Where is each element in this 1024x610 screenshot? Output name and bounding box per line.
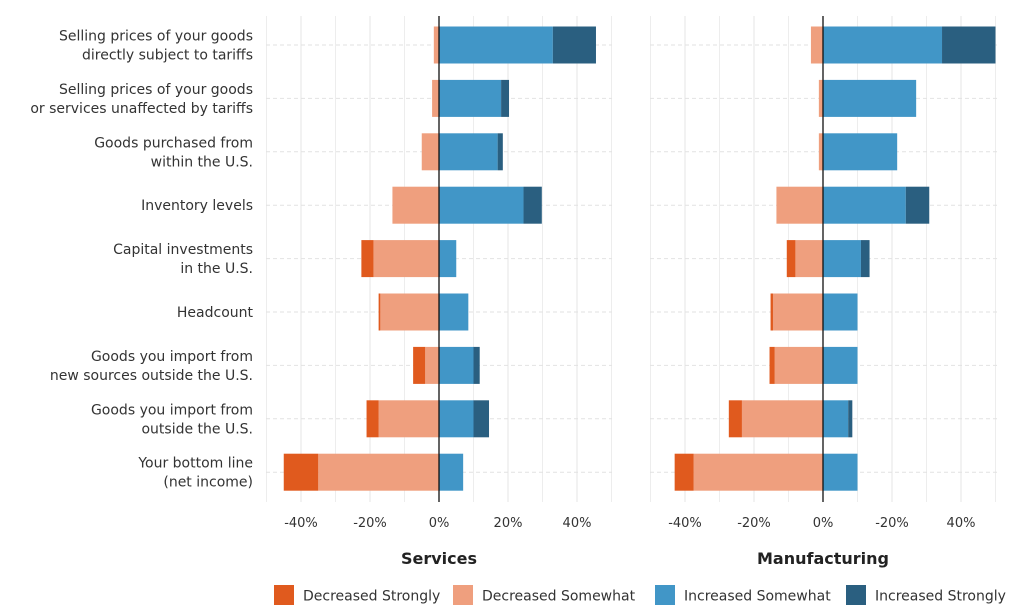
bar-increased-somewhat xyxy=(439,133,498,171)
bar-decreased-somewhat xyxy=(425,346,439,384)
category-label: within the U.S. xyxy=(151,154,253,170)
category-label: in the U.S. xyxy=(180,261,253,277)
category-label: Inventory levels xyxy=(141,198,253,214)
category-label: Selling prices of your goods xyxy=(59,82,253,98)
x-tick-label: -40% xyxy=(668,516,702,531)
category-label: (net income) xyxy=(163,475,253,491)
bar-decreased-somewhat xyxy=(421,133,439,171)
bar-decreased-somewhat xyxy=(795,240,823,278)
bar-increased-somewhat xyxy=(439,293,469,331)
bar-increased-strongly xyxy=(473,346,480,384)
bar-increased-somewhat xyxy=(823,79,917,117)
legend-swatch xyxy=(453,585,473,605)
bar-increased-strongly xyxy=(848,400,853,438)
category-label: Your bottom line xyxy=(137,456,253,472)
bar-increased-somewhat xyxy=(823,293,858,331)
bar-decreased-strongly xyxy=(378,293,381,331)
category-label: Goods purchased from xyxy=(94,135,253,151)
bar-decreased-somewhat xyxy=(432,79,439,117)
x-tick-label: -40% xyxy=(284,516,318,531)
bar-increased-strongly xyxy=(523,186,542,224)
panel-title: Manufacturing xyxy=(757,549,889,568)
legend-swatch xyxy=(274,585,294,605)
legend-swatch xyxy=(655,585,675,605)
bar-increased-somewhat xyxy=(439,453,464,491)
bar-decreased-somewhat xyxy=(776,186,823,224)
category-label: outside the U.S. xyxy=(141,421,253,437)
legend: Decreased Strongly Decreased Somewhat Incr… xyxy=(274,585,1006,605)
category-label: new sources outside the U.S. xyxy=(50,368,253,384)
bar-decreased-somewhat xyxy=(693,453,823,491)
x-tick-label: -20% xyxy=(875,516,909,531)
x-tick-label: -20% xyxy=(353,516,387,531)
x-tick-label: -20% xyxy=(737,516,771,531)
bar-increased-somewhat xyxy=(439,186,524,224)
x-tick-label: 0% xyxy=(429,516,450,531)
legend-label: Increased Somewhat xyxy=(684,589,831,605)
bar-decreased-somewhat xyxy=(318,453,439,491)
bar-increased-somewhat xyxy=(823,453,858,491)
legend-swatch xyxy=(846,585,866,605)
bar-decreased-strongly xyxy=(674,453,694,491)
bar-increased-strongly xyxy=(905,186,930,224)
bar-increased-somewhat xyxy=(823,346,858,384)
x-tick-label: 40% xyxy=(947,516,976,531)
bar-decreased-strongly xyxy=(366,400,379,438)
bar-increased-somewhat xyxy=(439,240,457,278)
bar-decreased-strongly xyxy=(413,346,426,384)
bar-decreased-strongly xyxy=(769,346,775,384)
legend-label: Decreased Strongly xyxy=(303,589,440,605)
bar-increased-strongly xyxy=(860,240,870,278)
bar-decreased-somewhat xyxy=(818,133,823,171)
bar-decreased-somewhat xyxy=(392,186,439,224)
category-label: Selling prices of your goods xyxy=(59,29,253,45)
bar-decreased-somewhat xyxy=(774,346,823,384)
bar-increased-strongly xyxy=(473,400,490,438)
bar-increased-strongly xyxy=(497,133,503,171)
bar-increased-strongly xyxy=(942,26,996,64)
category-label: directly subject to tariffs xyxy=(82,48,253,64)
legend-label: Decreased Somewhat xyxy=(482,589,636,605)
manufacturing-panel: -40% -20% 0% -20% 40% Manufacturing xyxy=(650,16,997,568)
bar-decreased-somewhat xyxy=(818,79,823,117)
bar-decreased-somewhat xyxy=(741,400,823,438)
bar-increased-strongly xyxy=(552,26,596,64)
bar-decreased-strongly xyxy=(770,293,773,331)
bar-decreased-somewhat xyxy=(378,400,439,438)
bar-increased-somewhat xyxy=(823,400,849,438)
legend-label: Increased Strongly xyxy=(875,589,1006,605)
bar-decreased-somewhat xyxy=(810,26,823,64)
bar-decreased-somewhat xyxy=(772,293,823,331)
bar-increased-strongly xyxy=(501,79,510,117)
category-label: Headcount xyxy=(177,305,254,321)
bar-decreased-somewhat xyxy=(380,293,439,331)
bar-increased-somewhat xyxy=(439,26,553,64)
bar-decreased-strongly xyxy=(786,240,796,278)
bar-increased-somewhat xyxy=(439,400,474,438)
category-label: or services unaffected by tariffs xyxy=(30,101,253,117)
x-tick-label: 20% xyxy=(494,516,523,531)
bar-increased-somewhat xyxy=(823,133,898,171)
category-label: Goods you import from xyxy=(91,402,253,418)
bar-decreased-strongly xyxy=(361,240,374,278)
bar-decreased-strongly xyxy=(283,453,319,491)
category-label: Goods you import from xyxy=(91,349,253,365)
bar-increased-somewhat xyxy=(823,240,861,278)
bar-decreased-somewhat xyxy=(373,240,439,278)
bar-increased-somewhat xyxy=(823,26,943,64)
x-tick-label: 0% xyxy=(813,516,834,531)
bar-increased-somewhat xyxy=(439,346,474,384)
x-tick-label: 40% xyxy=(563,516,592,531)
bar-decreased-strongly xyxy=(728,400,742,438)
panel-title: Services xyxy=(401,549,477,568)
bar-increased-somewhat xyxy=(439,79,502,117)
category-labels: Selling prices of your goods directly sub… xyxy=(30,29,253,491)
bar-increased-somewhat xyxy=(823,186,906,224)
services-panel: -40% -20% 0% 20% 40% Services xyxy=(266,16,612,568)
category-label: Capital investments xyxy=(113,242,253,258)
bar-decreased-somewhat xyxy=(433,26,439,64)
